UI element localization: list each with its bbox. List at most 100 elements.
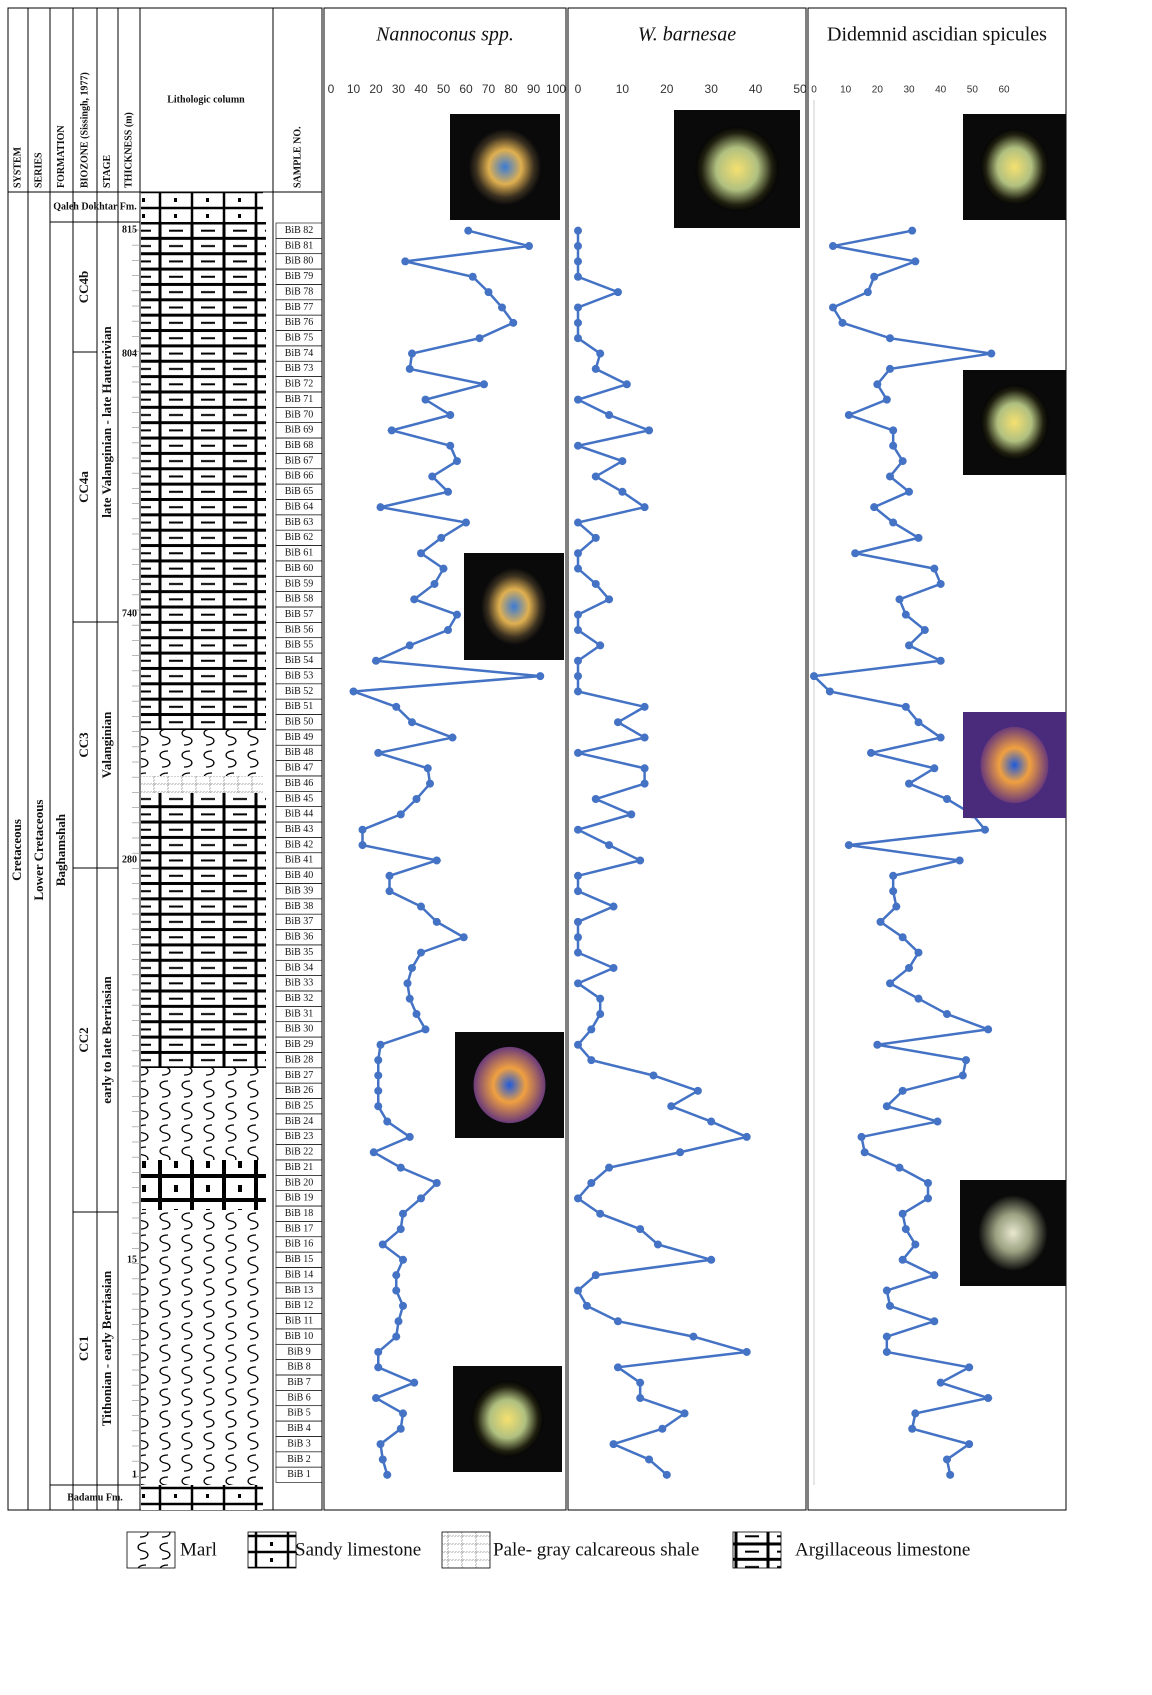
point	[374, 1086, 383, 1095]
system: Cretaceous	[9, 819, 24, 881]
point	[369, 1148, 378, 1157]
point	[432, 856, 441, 865]
sample-label: BiB 4	[287, 1423, 311, 1434]
sample-label: BiB 41	[285, 855, 314, 866]
point	[459, 933, 468, 942]
point	[618, 457, 627, 466]
point	[444, 487, 452, 496]
sample-label: BiB 72	[285, 379, 314, 390]
sample-label: BiB 48	[285, 747, 314, 758]
sample-label: BiB 67	[285, 455, 314, 466]
point	[574, 242, 582, 251]
point	[930, 1271, 939, 1280]
photo-grain	[978, 1194, 1048, 1272]
point	[605, 411, 614, 419]
point	[403, 979, 412, 988]
point	[640, 733, 649, 742]
point	[509, 318, 518, 327]
x-tick-label: 40	[749, 82, 763, 96]
sample-label: BiB 28	[285, 1054, 314, 1065]
point	[613, 288, 622, 297]
point	[911, 257, 920, 266]
lithology	[141, 222, 266, 730]
point	[439, 564, 448, 573]
sample-label: BiB 46	[285, 778, 314, 789]
point	[591, 1271, 600, 1280]
point	[936, 579, 945, 588]
point	[453, 610, 461, 619]
sample-label: BiB 10	[285, 1331, 314, 1342]
sample-label: BiB 9	[287, 1346, 311, 1357]
point	[876, 917, 885, 926]
point	[649, 1071, 658, 1080]
point	[374, 1056, 383, 1065]
x-tick-label: 20	[660, 82, 674, 96]
point	[936, 733, 945, 742]
sample-label: BiB 53	[285, 670, 314, 681]
x-tick-label: 90	[527, 82, 541, 96]
point	[444, 626, 452, 635]
point	[591, 533, 600, 542]
point	[574, 1286, 582, 1295]
lithology	[141, 776, 263, 793]
point	[392, 1286, 401, 1295]
sample-label: BiB 17	[285, 1223, 314, 1234]
sample-label: BiB 38	[285, 901, 314, 912]
point	[574, 395, 582, 404]
sample-label: BiB 78	[285, 286, 314, 297]
plots: Nannoconus spp.0 10 20 30 40 50 60 70 80 90 100W. …	[323, 7, 1067, 1511]
point	[349, 687, 358, 696]
point	[480, 380, 488, 389]
point	[399, 1409, 407, 1418]
point	[525, 242, 533, 251]
point	[895, 1163, 904, 1172]
photo-grain	[980, 128, 1049, 206]
point	[574, 226, 582, 235]
biozone: CC2	[76, 1027, 91, 1052]
point	[905, 779, 913, 788]
point	[613, 1363, 622, 1372]
point	[591, 472, 600, 481]
sample-label: BiB 70	[285, 409, 314, 420]
point	[870, 503, 879, 512]
point	[613, 1317, 622, 1326]
point	[867, 748, 875, 757]
header: SERIES	[33, 152, 44, 188]
thickness-label: 815	[122, 224, 137, 235]
sample-label: BiB 79	[285, 271, 314, 282]
x-tick-label: 60	[998, 85, 1010, 96]
sample-label: BiB 18	[285, 1208, 314, 1219]
point	[394, 1317, 403, 1326]
point	[955, 856, 964, 865]
sample-label: BiB 62	[285, 532, 314, 543]
sample-label: BiB 77	[285, 302, 314, 313]
thickness-label: 804	[122, 348, 137, 359]
point	[423, 764, 432, 773]
sample-label: BiB 81	[285, 240, 314, 251]
point	[574, 917, 582, 926]
legend-swatch	[247, 1531, 297, 1569]
point	[914, 718, 923, 727]
point	[408, 718, 416, 727]
point	[914, 994, 923, 1003]
point	[574, 334, 582, 343]
point	[374, 1071, 383, 1080]
point	[636, 1378, 645, 1387]
x-tick-label: 40	[935, 85, 947, 96]
sample-label: BiB 50	[285, 716, 314, 727]
sample-label: BiB 19	[285, 1193, 314, 1204]
point	[574, 933, 582, 942]
point	[886, 364, 894, 373]
point	[596, 994, 605, 1003]
legend-swatch	[126, 1531, 176, 1569]
lithology	[141, 1485, 263, 1510]
sample-label: BiB 56	[285, 624, 314, 635]
point	[574, 948, 582, 957]
point	[609, 1440, 618, 1449]
point	[742, 1132, 751, 1141]
point	[385, 871, 394, 880]
point	[609, 902, 618, 911]
point	[609, 963, 618, 972]
photo-grain	[980, 384, 1049, 461]
sample-label: BiB 73	[285, 363, 314, 374]
